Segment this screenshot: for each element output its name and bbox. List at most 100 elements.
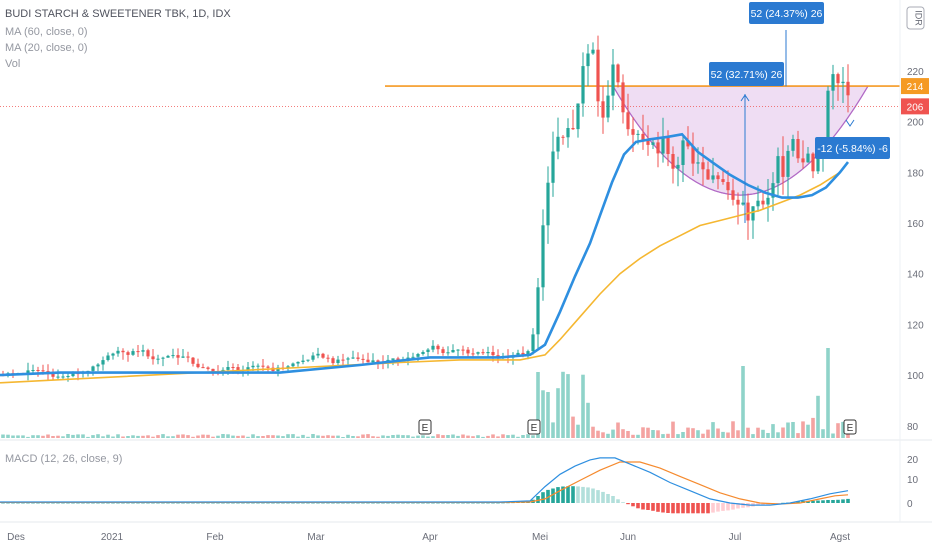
macd-histogram-bar (836, 499, 840, 503)
volume-bar (781, 427, 785, 438)
volume-bar (371, 436, 375, 438)
volume-bar (316, 435, 320, 438)
volume-bar (146, 435, 150, 438)
macd-histogram-bar (756, 503, 760, 506)
candle (631, 129, 635, 135)
macd-histogram-bar (536, 496, 540, 503)
macd-histogram-bar (541, 492, 545, 503)
macd-histogram-bar (816, 500, 820, 503)
candle (636, 133, 640, 135)
volume-bar (786, 422, 790, 438)
volume-bar (746, 427, 750, 438)
volume-bar (766, 433, 770, 438)
macd-histogram-bar (681, 503, 685, 514)
volume-bar (441, 435, 445, 438)
candle (366, 359, 370, 363)
macd-histogram-bar (666, 503, 670, 513)
candle (811, 153, 815, 172)
volume-bar (696, 430, 700, 438)
candle (676, 164, 680, 169)
candle (796, 139, 800, 159)
macd-axis-tick: 10 (907, 475, 919, 486)
candle (801, 158, 805, 163)
volume-bar (66, 434, 70, 438)
macd-histogram-bar (621, 502, 625, 503)
candle (71, 373, 75, 377)
volume-bar (551, 422, 555, 438)
last-price-badge-bg (901, 98, 929, 115)
volume-bar (196, 435, 200, 438)
volume-bar (271, 435, 275, 438)
macd-histogram-bar (651, 503, 655, 511)
macd-histogram-bar (561, 486, 565, 503)
volume-bar (656, 430, 660, 438)
candle (301, 360, 305, 362)
volume-bar (516, 436, 520, 438)
volume-bar (571, 416, 575, 438)
candle (671, 154, 675, 169)
measure-arrow-mid (740, 94, 750, 102)
volume-bar (711, 422, 715, 438)
volume-bar (631, 434, 635, 438)
candle (181, 356, 185, 358)
candle (546, 182, 550, 226)
volume-bar (736, 430, 740, 438)
volume-bar (111, 436, 115, 438)
candle (61, 376, 65, 378)
volume-bar (266, 435, 270, 438)
candle (656, 142, 660, 154)
candle (331, 358, 335, 364)
candle (711, 175, 715, 180)
macd-histogram-bar (591, 488, 595, 503)
last-price-badge: 206 (907, 102, 924, 113)
volume-bar (671, 421, 675, 438)
macd-histogram-bar (646, 503, 650, 510)
candle (516, 352, 520, 356)
candle (566, 128, 570, 138)
candle (486, 352, 490, 354)
volume-bar (131, 435, 135, 438)
volume-bar (646, 427, 650, 438)
price-axis-tick: 80 (907, 422, 919, 433)
volume-bar (576, 424, 580, 438)
volume-bar (581, 374, 585, 438)
candle (101, 360, 105, 365)
volume-bar (466, 435, 470, 438)
volume-bar (821, 429, 825, 438)
volume-bar (116, 434, 120, 438)
volume-bar (186, 435, 190, 438)
volume-bar (701, 433, 705, 438)
volume-bar (731, 421, 735, 438)
volume-bar (226, 434, 230, 438)
candle (246, 367, 250, 370)
candle (291, 363, 295, 367)
currency-badge-bg (906, 6, 925, 30)
macd-histogram-bar (576, 486, 580, 503)
macd-axis-tick: 20 (907, 455, 919, 466)
volume-bar (616, 422, 620, 438)
volume-bar (806, 424, 810, 438)
legend-macd: MACD (12, 26, close, 9) (5, 453, 123, 465)
volume-bar (256, 436, 260, 438)
candle (96, 364, 100, 367)
candle (706, 169, 710, 180)
candle (531, 334, 535, 352)
candle (36, 370, 40, 371)
candle (831, 74, 835, 91)
earnings-marker: E (422, 423, 429, 434)
volume-bar (421, 435, 425, 438)
candle (421, 352, 425, 354)
candle (226, 367, 230, 370)
candle (141, 350, 145, 352)
volume-bar (386, 435, 390, 438)
candle (116, 350, 120, 354)
volume-bar (36, 435, 40, 438)
candle (626, 112, 630, 130)
candle (586, 53, 590, 67)
candle (481, 352, 485, 354)
candle (581, 66, 585, 104)
candle (396, 358, 400, 361)
volume-bar (281, 436, 285, 438)
